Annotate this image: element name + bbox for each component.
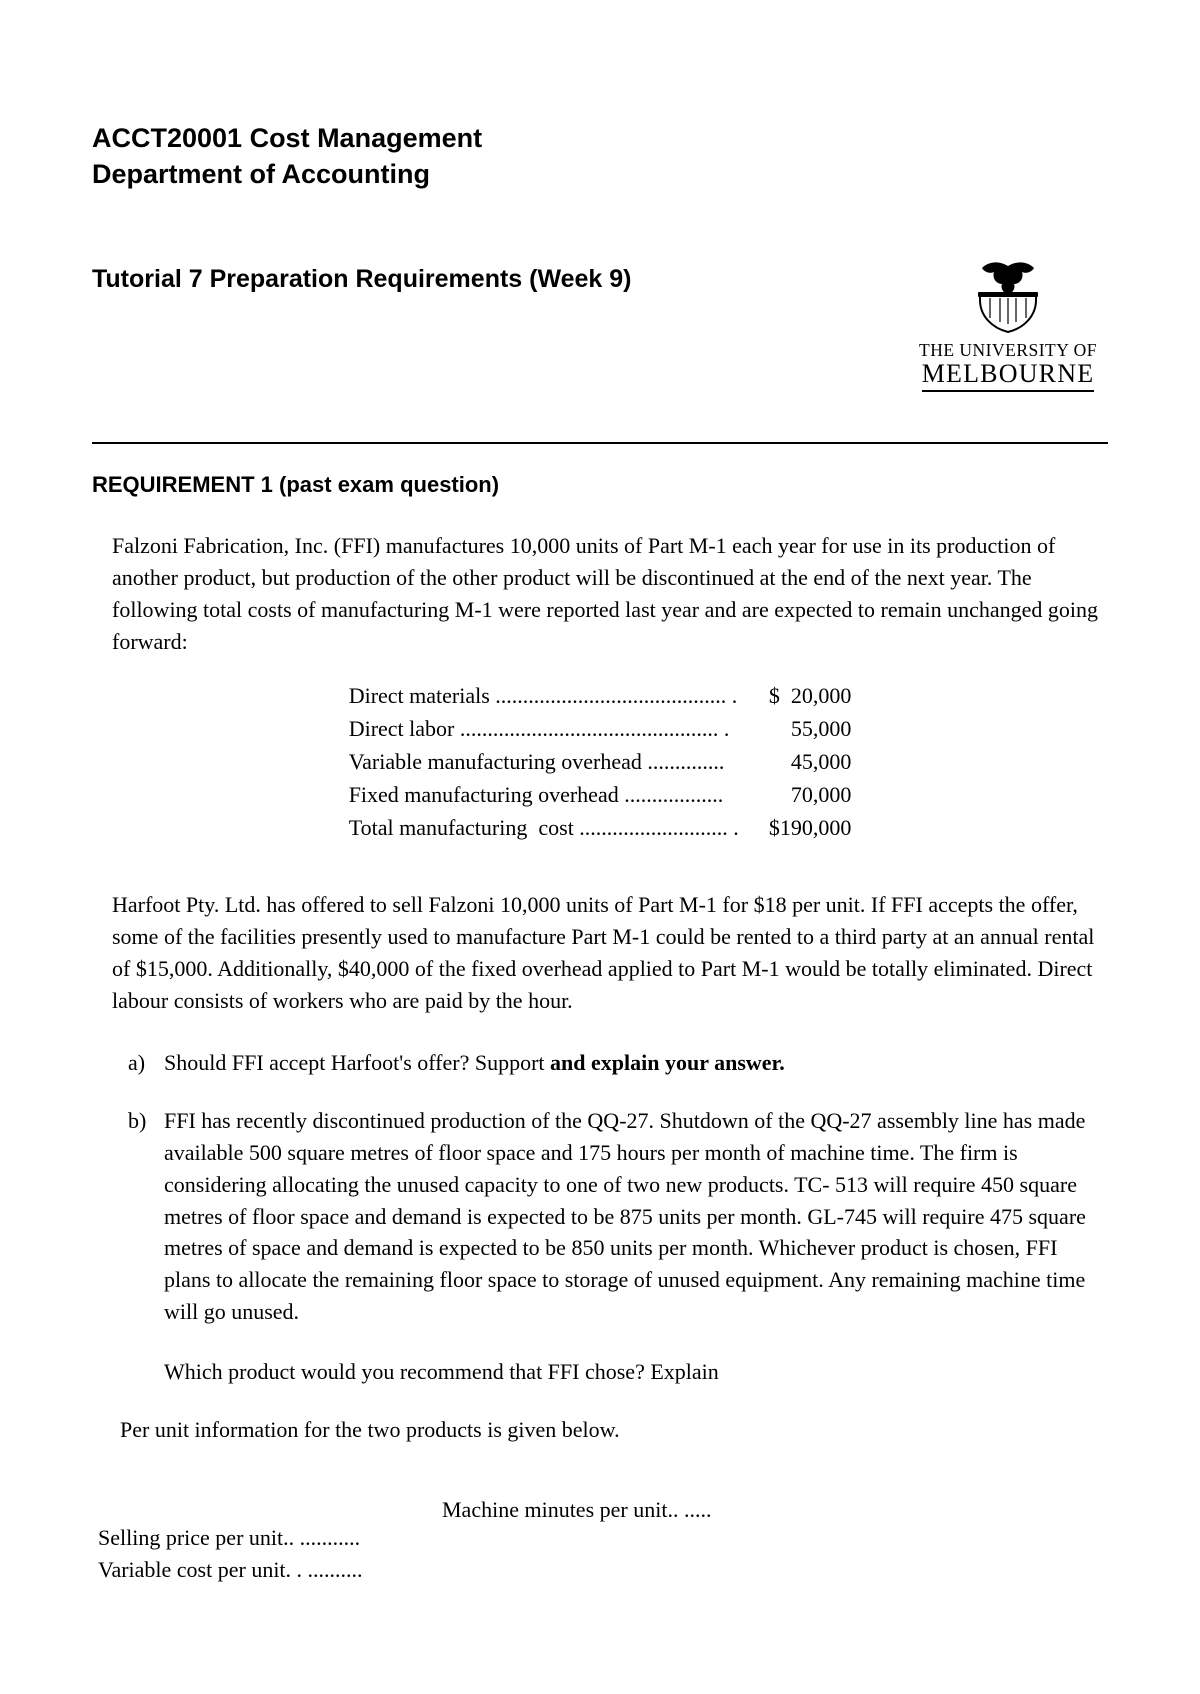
- logo-text-line2: MELBOURNE: [922, 360, 1095, 392]
- table-row: Total manufacturing cost ...............…: [349, 813, 852, 844]
- department-line: Department of Accounting: [92, 156, 1108, 192]
- question-b: b) FFI has recently discontinued product…: [128, 1105, 1108, 1388]
- cost-value: $190,000: [749, 813, 852, 844]
- table-row: Fixed manufacturing overhead ...........…: [349, 780, 852, 811]
- question-b-text: FFI has recently discontinued production…: [164, 1105, 1108, 1388]
- university-logo: THE UNIVERSITY OF MELBOURNE: [908, 258, 1108, 392]
- requirement-heading: REQUIREMENT 1 (past exam question): [92, 472, 1108, 498]
- cost-label: Fixed manufacturing overhead ...........…: [349, 780, 747, 811]
- cost-value: 70,000: [749, 780, 852, 811]
- logo-text-line1: THE UNIVERSITY OF: [908, 340, 1108, 360]
- course-header: ACCT20001 Cost Management Department of …: [92, 120, 1108, 193]
- variable-cost-label: Variable cost per unit. . ..........: [98, 1554, 1108, 1586]
- divider-line: [92, 442, 1108, 444]
- marker-b: b): [128, 1105, 164, 1388]
- qa-plain: Should FFI accept Harfoot's offer? Suppo…: [164, 1050, 550, 1075]
- per-unit-intro: Per unit information for the two product…: [92, 1414, 1108, 1446]
- cost-value: 45,000: [749, 747, 852, 778]
- table-row: Direct labor ...........................…: [349, 714, 852, 745]
- course-code-line: ACCT20001 Cost Management: [92, 120, 1108, 156]
- question-a: a) Should FFI accept Harfoot's offer? Su…: [128, 1047, 1108, 1079]
- marker-a: a): [128, 1047, 164, 1079]
- table-row: Variable manufacturing overhead ........…: [349, 747, 852, 778]
- cost-table: Direct materials .......................…: [347, 679, 854, 845]
- cost-value: 55,000: [749, 714, 852, 745]
- question-list: a) Should FFI accept Harfoot's offer? Su…: [92, 1047, 1108, 1388]
- qb-main: FFI has recently discontinued production…: [164, 1108, 1086, 1324]
- selling-price-label: Selling price per unit.. ...........: [98, 1522, 1108, 1554]
- qb-sub: Which product would you recommend that F…: [164, 1356, 1096, 1388]
- intro-paragraph: Falzoni Fabrication, Inc. (FFI) manufact…: [92, 530, 1108, 658]
- offer-paragraph: Harfoot Pty. Ltd. has offered to sell Fa…: [92, 889, 1108, 1017]
- qa-bold: and explain your answer.: [550, 1050, 785, 1075]
- cost-label: Variable manufacturing overhead ........…: [349, 747, 747, 778]
- crest-icon: [960, 258, 1056, 334]
- table-row: Direct materials .......................…: [349, 681, 852, 712]
- footer-labels: Machine minutes per unit.. ..... Selling…: [92, 1494, 1108, 1586]
- question-a-text: Should FFI accept Harfoot's offer? Suppo…: [164, 1047, 1108, 1079]
- cost-label: Direct materials .......................…: [349, 681, 747, 712]
- machine-minutes-label: Machine minutes per unit.. .....: [442, 1494, 711, 1526]
- cost-label: Direct labor ...........................…: [349, 714, 747, 745]
- cost-value: $ 20,000: [749, 681, 852, 712]
- cost-label: Total manufacturing cost ...............…: [349, 813, 747, 844]
